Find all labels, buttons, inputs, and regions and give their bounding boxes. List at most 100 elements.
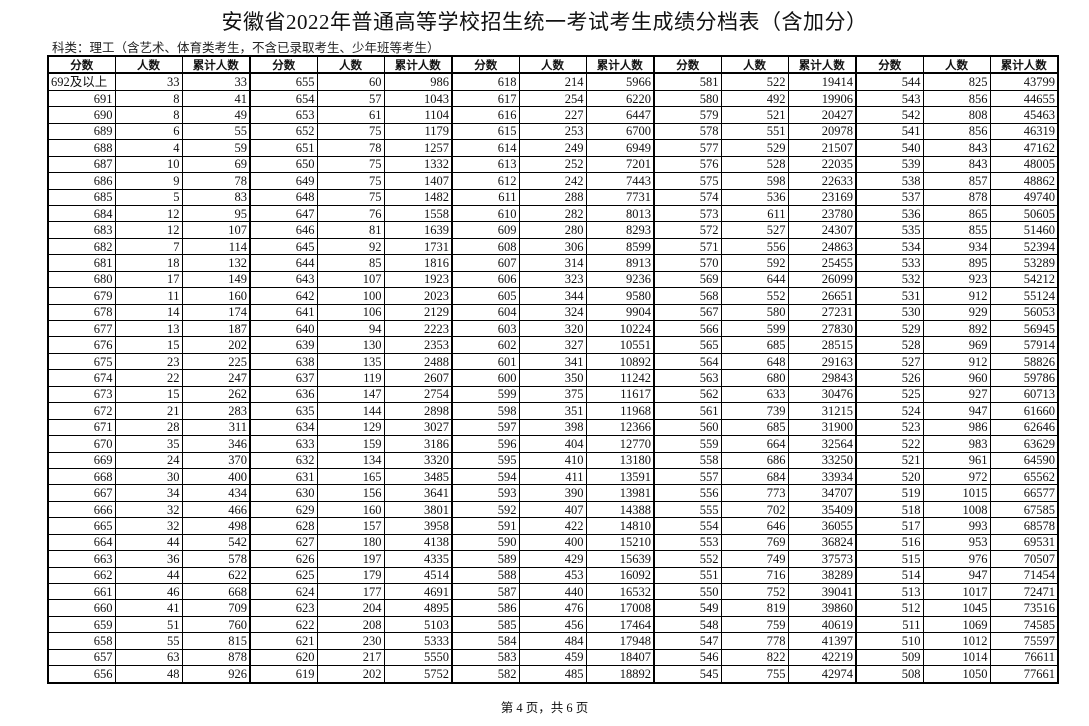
count-cell: 282 — [518, 204, 587, 223]
score-cell: 551 — [653, 566, 722, 585]
score-cell: 651 — [249, 139, 318, 157]
count-cell: 646 — [720, 517, 789, 535]
count-cell: 242 — [518, 172, 587, 190]
cumulative-header: 累计人数 — [989, 55, 1059, 75]
cumulative-cell: 160 — [181, 287, 251, 305]
score-cell: 575 — [653, 172, 722, 190]
cumulative-cell: 622 — [181, 566, 251, 585]
score-cell: 661 — [47, 582, 116, 601]
score-cell: 517 — [855, 517, 924, 535]
count-cell: 808 — [922, 106, 991, 124]
cumulative-cell: 23780 — [787, 204, 857, 223]
count-cell: 686 — [720, 451, 789, 469]
count-cell: 411 — [518, 467, 587, 486]
cumulative-cell: 878 — [181, 648, 251, 667]
score-cell: 545 — [653, 665, 722, 684]
count-cell: 197 — [316, 550, 385, 568]
cumulative-cell: 1923 — [383, 270, 453, 289]
count-cell: 92 — [316, 237, 385, 256]
cumulative-cell: 262 — [181, 385, 251, 404]
cumulative-cell: 36824 — [787, 533, 857, 552]
score-cell: 649 — [249, 172, 318, 190]
cumulative-cell: 3027 — [383, 418, 453, 437]
count-cell: 453 — [518, 566, 587, 585]
count-cell: 135 — [316, 352, 385, 371]
count-cell: 528 — [720, 155, 789, 174]
score-cell: 546 — [653, 648, 722, 667]
count-cell: 41 — [114, 599, 183, 617]
cumulative-cell: 54212 — [989, 270, 1059, 289]
cumulative-cell: 55124 — [989, 287, 1059, 305]
cumulative-cell: 5333 — [383, 632, 453, 650]
score-cell: 588 — [451, 566, 520, 585]
score-cell: 617 — [451, 89, 520, 108]
table-row: 682 7 114 645 92 1731 608 306 8599 571 556 24863 534… — [47, 237, 1059, 256]
score-cell: 664 — [47, 533, 116, 552]
count-cell: 961 — [922, 451, 991, 469]
score-cell: 587 — [451, 582, 520, 601]
table-row: 683 12 107 646 81 1639 609 280 8293 572 527 24307 53… — [47, 221, 1059, 239]
count-cell: 485 — [518, 665, 587, 684]
cumulative-cell: 17948 — [585, 632, 655, 650]
score-cell: 530 — [855, 303, 924, 322]
cumulative-cell: 1332 — [383, 155, 453, 174]
count-cell: 923 — [922, 270, 991, 289]
score-cell: 689 — [47, 122, 116, 141]
score-cell: 589 — [451, 550, 520, 568]
cumulative-cell: 57914 — [989, 336, 1059, 354]
score-cell: 509 — [855, 648, 924, 667]
cumulative-cell: 3485 — [383, 467, 453, 486]
count-cell: 685 — [720, 336, 789, 354]
count-cell: 1015 — [922, 484, 991, 502]
cumulative-cell: 30476 — [787, 385, 857, 404]
score-cell: 550 — [653, 582, 722, 601]
cumulative-cell: 8913 — [585, 254, 655, 272]
count-cell: 157 — [316, 517, 385, 535]
count-cell: 749 — [720, 550, 789, 568]
score-cell: 643 — [249, 270, 318, 289]
count-cell: 252 — [518, 155, 587, 174]
cumulative-cell: 52394 — [989, 237, 1059, 256]
score-cell: 541 — [855, 122, 924, 141]
cumulative-cell: 1407 — [383, 172, 453, 190]
score-cell: 569 — [653, 270, 722, 289]
score-cell: 618 — [451, 72, 520, 91]
count-cell: 32 — [114, 500, 183, 519]
count-cell: 825 — [922, 72, 991, 91]
score-cell: 538 — [855, 172, 924, 190]
cumulative-cell: 17008 — [585, 599, 655, 617]
cumulative-cell: 27231 — [787, 303, 857, 322]
score-cell: 614 — [451, 139, 520, 157]
count-cell: 769 — [720, 533, 789, 552]
count-cell: 159 — [316, 435, 385, 453]
count-cell: 351 — [518, 402, 587, 420]
cumulative-cell: 72471 — [989, 582, 1059, 601]
count-header: 人数 — [922, 55, 991, 75]
score-cell: 660 — [47, 599, 116, 617]
count-cell: 953 — [922, 533, 991, 552]
cumulative-cell: 27830 — [787, 319, 857, 338]
table-row: 670 35 346 633 159 3186 596 404 12770 559 664 32564… — [47, 435, 1059, 453]
cumulative-cell: 132 — [181, 254, 251, 272]
cumulative-header: 累计人数 — [181, 55, 251, 75]
count-cell: 130 — [316, 336, 385, 354]
score-cell: 571 — [653, 237, 722, 256]
table-row: 665 32 498 628 157 3958 591 422 14810 554 646 36055… — [47, 517, 1059, 535]
count-cell: 521 — [720, 106, 789, 124]
count-cell: 492 — [720, 89, 789, 108]
score-cell: 598 — [451, 402, 520, 420]
score-cell: 513 — [855, 582, 924, 601]
page-title: 安徽省2022年普通高等学校招生统一考试考生成绩分档表（含加分） — [221, 10, 868, 34]
cumulative-cell: 4691 — [383, 582, 453, 601]
cumulative-cell: 10892 — [585, 352, 655, 371]
count-cell: 633 — [720, 385, 789, 404]
cumulative-cell: 7731 — [585, 188, 655, 206]
count-cell: 51 — [114, 615, 183, 634]
score-cell: 578 — [653, 122, 722, 141]
cumulative-cell: 9236 — [585, 270, 655, 289]
score-cell: 655 — [249, 72, 318, 91]
cumulative-cell: 42974 — [787, 665, 857, 684]
cumulative-cell: 26099 — [787, 270, 857, 289]
score-cell: 636 — [249, 385, 318, 404]
cumulative-cell: 33934 — [787, 467, 857, 486]
